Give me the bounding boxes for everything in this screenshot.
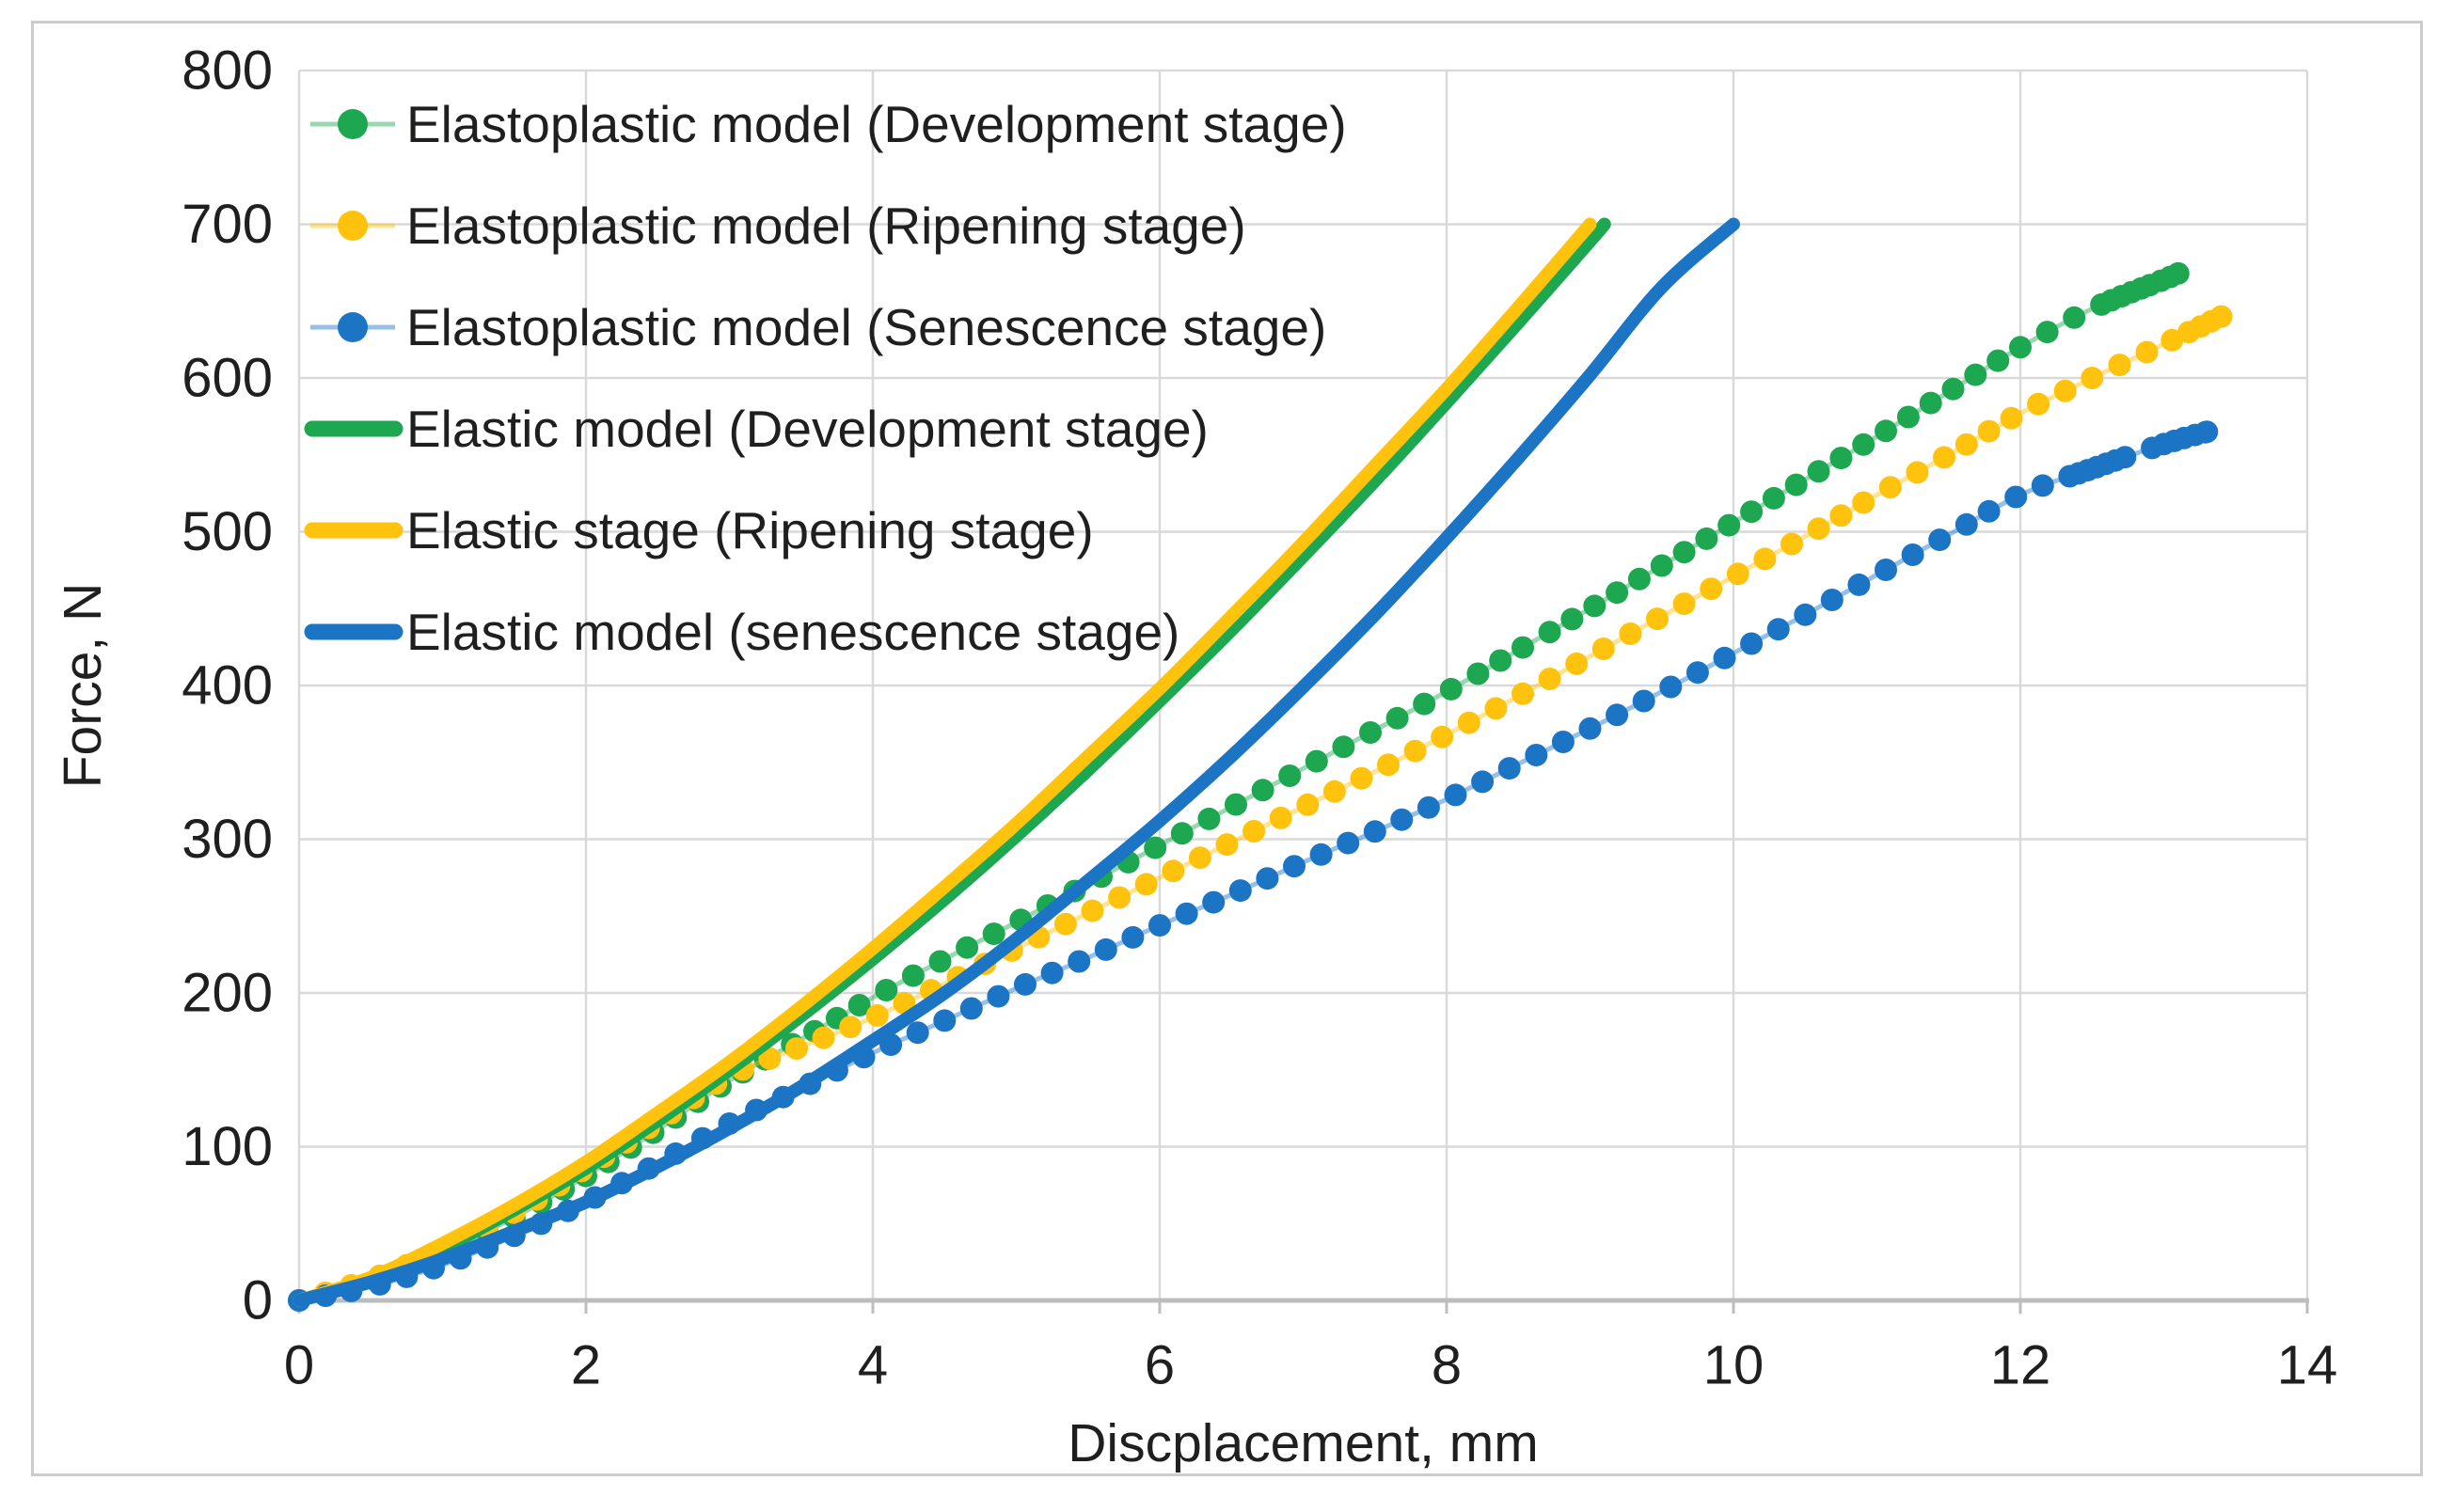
- legend-label: Elastoplastic model (Senescence stage): [406, 298, 1326, 356]
- series-line-3: [293, 217, 1611, 1307]
- legend-label: Elastic model (senescence stage): [406, 603, 1179, 661]
- legend-label: Elastoplastic model (Ripening stage): [406, 197, 1246, 255]
- figure-border: [31, 21, 2423, 1476]
- svg-text:14: 14: [2277, 1335, 2338, 1396]
- svg-text:10: 10: [1703, 1335, 1765, 1396]
- legend-item-1: Elastoplastic model (Ripening stage): [310, 197, 1246, 255]
- svg-text:2: 2: [571, 1335, 601, 1396]
- legend-marker-dot-icon: [338, 211, 368, 241]
- svg-text:700: 700: [182, 194, 273, 255]
- legend-marker-dot-icon: [338, 109, 368, 139]
- svg-text:12: 12: [1990, 1335, 2051, 1396]
- legend-label: Elastic stage (Ripening stage): [406, 501, 1094, 559]
- legend-item-4: Elastic stage (Ripening stage): [304, 501, 1094, 559]
- legend-label: Elastoplastic model (Development stage): [406, 95, 1347, 153]
- legend-label: Elastic model (Development stage): [406, 400, 1209, 458]
- x-tick-labels: 0 2 4 6 8 10 12 14: [284, 1335, 2337, 1396]
- svg-text:100: 100: [182, 1116, 273, 1177]
- legend-item-5: Elastic model (senescence stage): [304, 603, 1179, 661]
- svg-text:300: 300: [182, 809, 273, 870]
- series-line-5: [293, 217, 1740, 1307]
- x-axis-title: Discplacement, mm: [1068, 1413, 1539, 1473]
- legend-item-2: Elastoplastic model (Senescence stage): [310, 298, 1326, 356]
- legend-item-3: Elastic model (Development stage): [304, 400, 1209, 458]
- svg-text:4: 4: [858, 1335, 888, 1396]
- svg-text:500: 500: [182, 501, 273, 562]
- legend: Elastoplastic model (Development stage) E…: [304, 95, 1347, 661]
- series-line-1: [298, 314, 2223, 1303]
- y-axis-title: Force, N: [53, 582, 113, 789]
- svg-text:800: 800: [182, 40, 273, 102]
- legend-marker-dot-icon: [338, 312, 368, 342]
- svg-text:0: 0: [284, 1335, 314, 1396]
- svg-text:600: 600: [182, 348, 273, 409]
- svg-text:8: 8: [1432, 1335, 1462, 1396]
- series-line-4: [293, 217, 1597, 1307]
- svg-text:400: 400: [182, 655, 273, 717]
- x-axis-line: [297, 1298, 2309, 1314]
- legend-item-0: Elastoplastic model (Development stage): [310, 95, 1347, 153]
- y-tick-labels: 0 100 200 300 400 500 600 700 800: [182, 40, 273, 1331]
- svg-text:200: 200: [182, 963, 273, 1024]
- svg-text:0: 0: [243, 1270, 273, 1331]
- svg-text:6: 6: [1145, 1335, 1175, 1396]
